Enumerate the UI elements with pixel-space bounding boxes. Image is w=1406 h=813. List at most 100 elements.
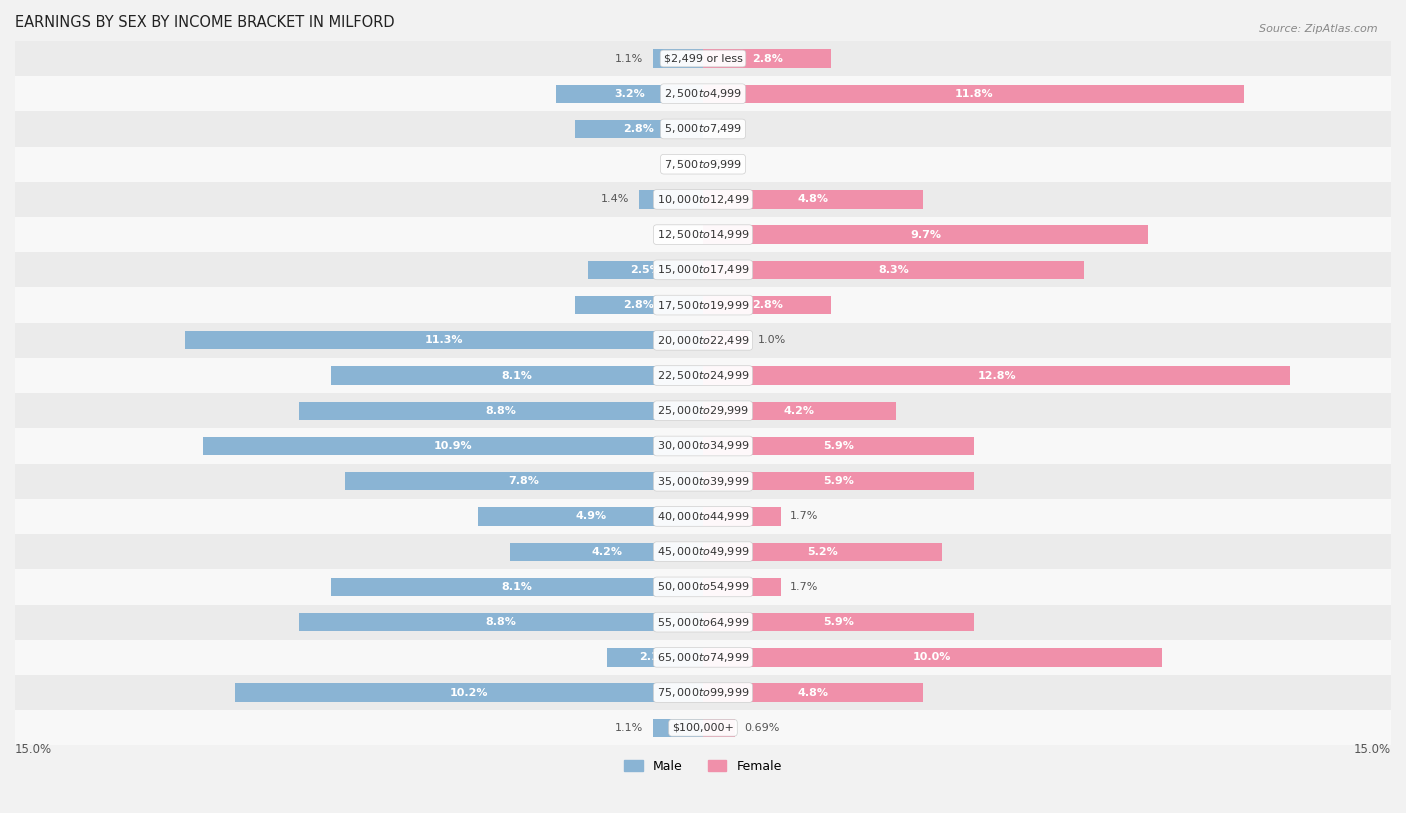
- Text: $55,000 to $64,999: $55,000 to $64,999: [657, 615, 749, 628]
- Bar: [332, 367, 703, 385]
- Bar: [638, 190, 703, 209]
- Text: 8.1%: 8.1%: [502, 582, 533, 592]
- Bar: [652, 719, 703, 737]
- Bar: [332, 578, 703, 596]
- Bar: [478, 507, 703, 526]
- Text: $20,000 to $22,499: $20,000 to $22,499: [657, 334, 749, 347]
- Text: 5.9%: 5.9%: [823, 441, 853, 451]
- Text: 2.1%: 2.1%: [640, 652, 671, 663]
- Text: $50,000 to $54,999: $50,000 to $54,999: [657, 580, 749, 593]
- Legend: Male, Female: Male, Female: [619, 755, 787, 778]
- Text: 10.0%: 10.0%: [912, 652, 952, 663]
- Bar: [703, 85, 1244, 103]
- Bar: [703, 402, 896, 420]
- Bar: [15, 463, 1391, 499]
- Text: 3.2%: 3.2%: [614, 89, 645, 98]
- Text: 8.3%: 8.3%: [877, 265, 908, 275]
- Bar: [703, 719, 735, 737]
- Bar: [202, 437, 703, 455]
- Text: $75,000 to $99,999: $75,000 to $99,999: [657, 686, 749, 699]
- Bar: [235, 684, 703, 702]
- Text: 11.3%: 11.3%: [425, 335, 463, 346]
- Text: $5,000 to $7,499: $5,000 to $7,499: [664, 123, 742, 136]
- Bar: [15, 182, 1391, 217]
- Text: 5.9%: 5.9%: [823, 617, 853, 627]
- Bar: [299, 613, 703, 631]
- Text: 1.1%: 1.1%: [614, 54, 644, 63]
- Text: 0.0%: 0.0%: [665, 159, 693, 169]
- Text: 7.8%: 7.8%: [509, 476, 540, 486]
- Bar: [15, 534, 1391, 569]
- Bar: [15, 252, 1391, 288]
- Bar: [703, 331, 749, 350]
- Text: 0.69%: 0.69%: [744, 723, 779, 733]
- Bar: [299, 402, 703, 420]
- Text: $10,000 to $12,499: $10,000 to $12,499: [657, 193, 749, 206]
- Text: 8.1%: 8.1%: [502, 371, 533, 380]
- Text: 0.0%: 0.0%: [665, 229, 693, 240]
- Bar: [703, 542, 942, 561]
- Text: 11.8%: 11.8%: [955, 89, 993, 98]
- Text: 4.2%: 4.2%: [591, 546, 623, 557]
- Bar: [703, 261, 1084, 279]
- Bar: [15, 323, 1391, 358]
- Text: $2,499 or less: $2,499 or less: [664, 54, 742, 63]
- Text: 2.8%: 2.8%: [752, 300, 783, 310]
- Text: 2.5%: 2.5%: [630, 265, 661, 275]
- Text: $15,000 to $17,499: $15,000 to $17,499: [657, 263, 749, 276]
- Text: $40,000 to $44,999: $40,000 to $44,999: [657, 510, 749, 523]
- Text: 15.0%: 15.0%: [15, 743, 52, 756]
- Text: $22,500 to $24,999: $22,500 to $24,999: [657, 369, 749, 382]
- Bar: [703, 50, 831, 67]
- Bar: [15, 146, 1391, 182]
- Bar: [15, 76, 1391, 111]
- Bar: [703, 613, 973, 631]
- Bar: [606, 648, 703, 667]
- Text: 1.4%: 1.4%: [602, 194, 630, 204]
- Bar: [703, 578, 780, 596]
- Bar: [15, 499, 1391, 534]
- Bar: [15, 41, 1391, 76]
- Text: $7,500 to $9,999: $7,500 to $9,999: [664, 158, 742, 171]
- Bar: [15, 358, 1391, 393]
- Text: 12.8%: 12.8%: [977, 371, 1017, 380]
- Bar: [510, 542, 703, 561]
- Text: 5.2%: 5.2%: [807, 546, 838, 557]
- Text: 8.8%: 8.8%: [485, 406, 516, 415]
- Bar: [15, 711, 1391, 746]
- Bar: [652, 50, 703, 67]
- Bar: [703, 296, 831, 315]
- Bar: [575, 296, 703, 315]
- Text: 4.8%: 4.8%: [797, 688, 828, 698]
- Bar: [15, 288, 1391, 323]
- Bar: [15, 569, 1391, 605]
- Text: $30,000 to $34,999: $30,000 to $34,999: [657, 440, 749, 453]
- Bar: [703, 684, 924, 702]
- Text: $12,500 to $14,999: $12,500 to $14,999: [657, 228, 749, 241]
- Text: $65,000 to $74,999: $65,000 to $74,999: [657, 651, 749, 664]
- Bar: [15, 640, 1391, 675]
- Bar: [703, 507, 780, 526]
- Text: $2,500 to $4,999: $2,500 to $4,999: [664, 87, 742, 100]
- Text: 2.8%: 2.8%: [752, 54, 783, 63]
- Text: 4.9%: 4.9%: [575, 511, 606, 521]
- Bar: [346, 472, 703, 490]
- Bar: [703, 190, 924, 209]
- Text: 15.0%: 15.0%: [1354, 743, 1391, 756]
- Text: 0.0%: 0.0%: [713, 124, 741, 134]
- Text: 0.0%: 0.0%: [713, 159, 741, 169]
- Text: 4.2%: 4.2%: [783, 406, 815, 415]
- Bar: [703, 225, 1147, 244]
- Text: 10.2%: 10.2%: [450, 688, 488, 698]
- Bar: [703, 472, 973, 490]
- Bar: [703, 367, 1291, 385]
- Text: EARNINGS BY SEX BY INCOME BRACKET IN MILFORD: EARNINGS BY SEX BY INCOME BRACKET IN MIL…: [15, 15, 395, 30]
- Text: 9.7%: 9.7%: [910, 229, 941, 240]
- Text: 1.0%: 1.0%: [758, 335, 786, 346]
- Text: 2.8%: 2.8%: [623, 124, 654, 134]
- Text: 5.9%: 5.9%: [823, 476, 853, 486]
- Bar: [703, 437, 973, 455]
- Bar: [15, 428, 1391, 463]
- Bar: [575, 120, 703, 138]
- Text: $100,000+: $100,000+: [672, 723, 734, 733]
